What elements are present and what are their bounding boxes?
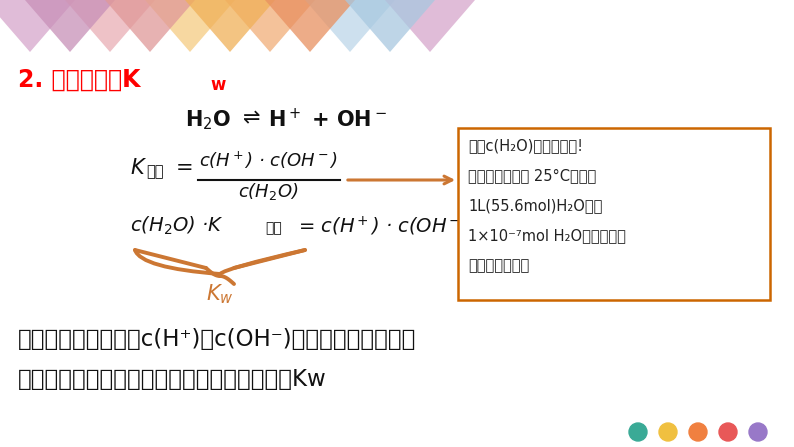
Text: =: = bbox=[176, 158, 194, 178]
Polygon shape bbox=[145, 0, 235, 52]
Text: H$_2$O: H$_2$O bbox=[185, 108, 231, 131]
Polygon shape bbox=[65, 0, 155, 52]
Polygon shape bbox=[25, 0, 115, 52]
FancyArrowPatch shape bbox=[348, 176, 452, 184]
Text: 水的电离平衡常数，简称水的离子积。符号：Kw: 水的电离平衡常数，简称水的离子积。符号：Kw bbox=[18, 368, 327, 391]
Polygon shape bbox=[105, 0, 195, 52]
Text: 电离程度很小。: 电离程度很小。 bbox=[468, 258, 530, 273]
Text: $\mathit{K}$: $\mathit{K}$ bbox=[130, 158, 147, 178]
Text: 1L(55.6mol)H₂O中有: 1L(55.6mol)H₂O中有 bbox=[468, 198, 603, 213]
Text: 2. 水的离子积K: 2. 水的离子积K bbox=[18, 68, 141, 92]
Polygon shape bbox=[345, 0, 435, 52]
Circle shape bbox=[719, 423, 737, 441]
Text: $c$(H$^+$) · $c$(OH$^-$): $c$(H$^+$) · $c$(OH$^-$) bbox=[198, 150, 337, 171]
Text: 注：c(H₂O)可视为常数!: 注：c(H₂O)可视为常数! bbox=[468, 138, 583, 153]
Circle shape bbox=[629, 423, 647, 441]
Polygon shape bbox=[385, 0, 475, 52]
Text: = $c$(H$^+$) · $c$(OH$^-$): = $c$(H$^+$) · $c$(OH$^-$) bbox=[292, 215, 471, 238]
Text: $c$(H$_2$O) ·K: $c$(H$_2$O) ·K bbox=[130, 215, 224, 237]
Text: $\mathit{K}_w$: $\mathit{K}_w$ bbox=[206, 282, 234, 306]
Text: 当水达到电离平衡时c(H⁺)和c(OH⁻)的浓度的乘积，叫做: 当水达到电离平衡时c(H⁺)和c(OH⁻)的浓度的乘积，叫做 bbox=[18, 328, 416, 351]
Circle shape bbox=[689, 423, 707, 441]
Polygon shape bbox=[185, 0, 275, 52]
Polygon shape bbox=[225, 0, 315, 52]
Polygon shape bbox=[265, 0, 355, 52]
Polygon shape bbox=[0, 0, 75, 52]
Text: H$^+$ + OH$^-$: H$^+$ + OH$^-$ bbox=[268, 108, 387, 131]
Text: $\rightleftharpoons$: $\rightleftharpoons$ bbox=[238, 108, 260, 128]
Text: w: w bbox=[210, 76, 225, 94]
FancyBboxPatch shape bbox=[458, 128, 770, 300]
Text: 电离: 电离 bbox=[265, 221, 282, 235]
Text: $c$(H$_2$O): $c$(H$_2$O) bbox=[237, 181, 299, 202]
Text: 实验测得室温（ 25°C）时，: 实验测得室温（ 25°C）时， bbox=[468, 168, 596, 183]
Text: 电离: 电离 bbox=[146, 164, 164, 179]
Polygon shape bbox=[305, 0, 395, 52]
Circle shape bbox=[749, 423, 767, 441]
Circle shape bbox=[659, 423, 677, 441]
Text: 1×10⁻⁷mol H₂O发生电离，: 1×10⁻⁷mol H₂O发生电离， bbox=[468, 228, 626, 243]
